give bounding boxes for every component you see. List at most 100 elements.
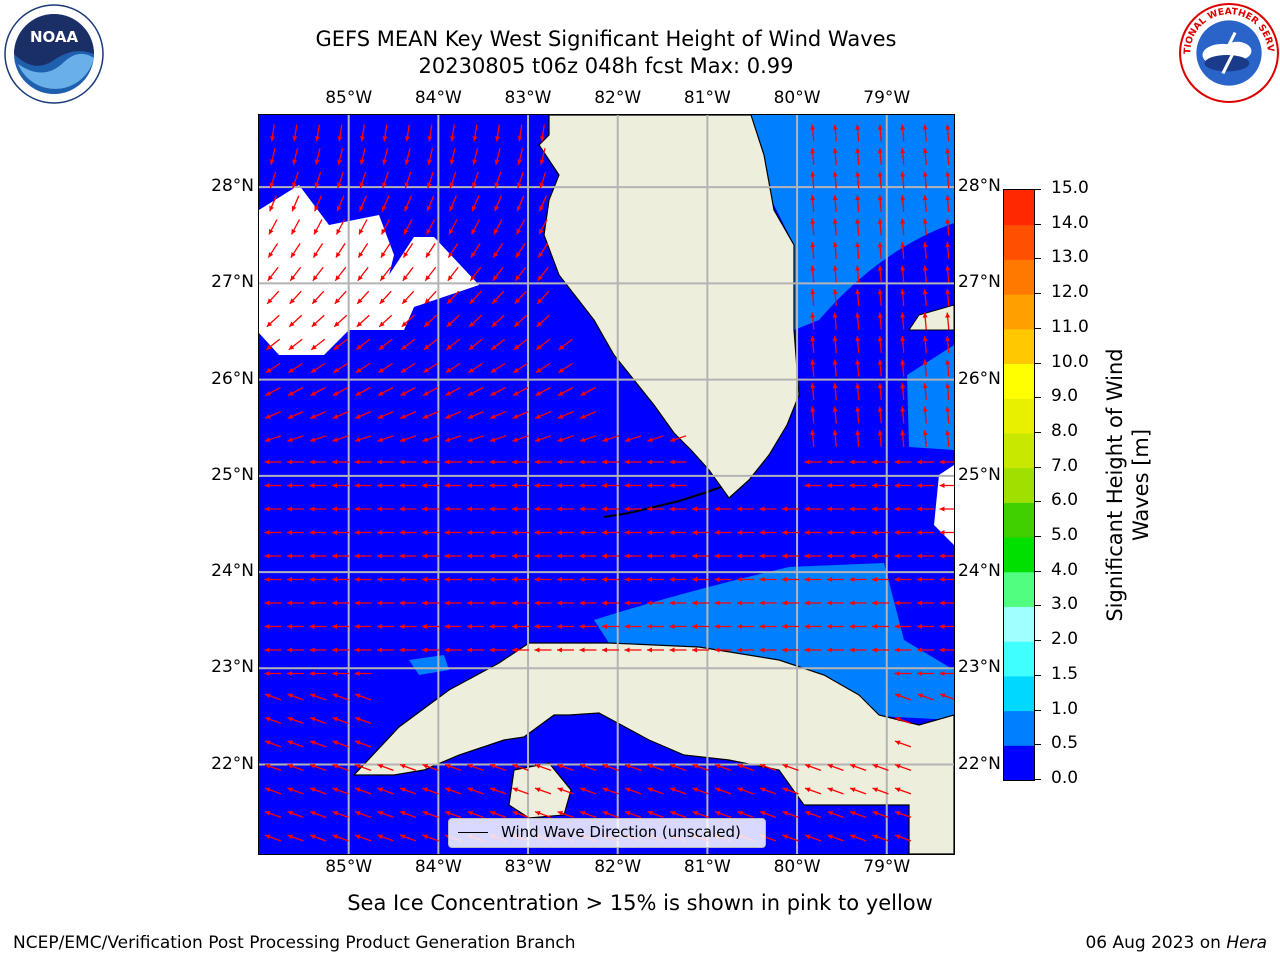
wave-direction-arrow (945, 359, 951, 377)
wave-direction-arrow (537, 266, 549, 282)
wave-direction-arrow (512, 624, 529, 629)
wave-direction-arrow (945, 312, 951, 330)
wave-direction-arrow (534, 787, 552, 795)
wave-direction-arrow (512, 483, 529, 488)
wave-direction-arrow (489, 600, 507, 606)
wave-direction-arrow (692, 577, 709, 582)
wave-direction-arrow (422, 787, 439, 795)
lat-tick-label-left: 22°N (211, 753, 254, 774)
lon-tick-label-top: 81°W (683, 88, 731, 108)
wave-direction-arrow (399, 647, 417, 653)
wave-direction-arrow (557, 577, 574, 582)
wave-direction-arrow (855, 241, 861, 260)
colorbar-band (1004, 398, 1034, 434)
wave-direction-arrow (624, 530, 642, 535)
wave-direction-arrow (535, 338, 551, 351)
wave-direction-arrow (314, 171, 322, 189)
wave-direction-arrow (288, 338, 303, 351)
wave-direction-arrow (425, 219, 436, 235)
colorbar-tick-label: 0.5 (1051, 733, 1079, 754)
wave-direction-arrow (737, 553, 754, 559)
wave-direction-arrow (877, 429, 883, 448)
wave-direction-arrow (877, 312, 883, 330)
wave-direction-arrow (512, 530, 529, 535)
wave-direction-arrow (624, 787, 642, 795)
wave-direction-arrow (332, 624, 349, 629)
colorbar-band (1004, 328, 1034, 365)
wave-direction-arrow (810, 241, 816, 260)
wave-direction-arrow (399, 577, 417, 582)
wave-direction-arrow (467, 386, 484, 397)
colorbar-tick-label: 13.0 (1051, 247, 1089, 268)
wave-direction-arrow (489, 459, 507, 465)
wave-direction-arrow (467, 530, 484, 535)
wave-direction-arrow (877, 194, 883, 213)
wave-direction-arrow (354, 600, 372, 606)
wave-direction-arrow (356, 290, 370, 305)
wave-direction-arrow (512, 553, 529, 559)
wave-direction-arrow (894, 530, 912, 535)
wave-direction-arrow (534, 647, 552, 653)
wave-direction-arrow (515, 219, 526, 235)
wave-direction-arrow (314, 124, 320, 142)
wave-direction-arrow (287, 763, 304, 772)
wave-direction-arrow (489, 647, 507, 653)
wave-direction-arrow (334, 266, 347, 282)
wave-direction-arrow (469, 266, 482, 282)
wave-direction-arrow (287, 577, 304, 582)
wave-direction-arrow (422, 483, 439, 488)
wave-direction-arrow (714, 530, 732, 535)
wave-direction-arrow (624, 810, 642, 819)
noaa-logo-text: NOAA (30, 28, 79, 46)
wave-direction-arrow (737, 530, 754, 535)
wave-direction-arrow (379, 266, 392, 282)
wave-direction-arrow (579, 600, 597, 606)
wave-direction-arrow (804, 763, 822, 772)
wave-direction-arrow (922, 218, 928, 236)
wave-direction-arrow (602, 506, 619, 512)
wave-direction-arrow (714, 506, 732, 512)
wave-direction-arrow (309, 553, 327, 559)
wave-direction-arrow (714, 810, 732, 819)
wave-direction-arrow (444, 810, 462, 819)
wave-direction-arrow (492, 266, 504, 282)
wave-direction-arrow (354, 693, 372, 701)
wave-direction-arrow (900, 218, 906, 236)
wave-direction-arrow (467, 506, 484, 512)
wave-direction-arrow (945, 124, 951, 142)
wave-direction-arrow (804, 506, 822, 512)
wave-direction-arrow (264, 716, 282, 725)
wave-direction-arrow (309, 577, 327, 582)
wave-direction-arrow (404, 148, 411, 165)
wave-direction-arrow (855, 335, 861, 354)
wave-direction-arrow (714, 577, 732, 582)
wave-direction-arrow (714, 624, 732, 629)
wave-direction-arrow (291, 195, 300, 212)
wave-direction-arrow (334, 290, 347, 305)
wave-direction-arrow (602, 647, 619, 653)
wave-direction-arrow (287, 506, 304, 512)
wave-direction-arrow (377, 600, 394, 606)
wave-direction-arrow (332, 530, 349, 535)
colorbar-band (1004, 190, 1034, 226)
wave-direction-arrow (402, 243, 414, 258)
ocean-band-0-5-northeast (751, 115, 954, 330)
wave-direction-arrow (579, 530, 597, 535)
wave-direction-arrow (810, 265, 816, 283)
wave-direction-arrow (782, 834, 799, 842)
wave-direction-arrow (900, 124, 906, 142)
wave-direction-arrow (512, 647, 529, 653)
wave-direction-arrow (804, 459, 822, 465)
wave-direction-arrow (810, 171, 816, 189)
wave-direction-arrow (269, 171, 277, 189)
wave-direction-arrow (265, 386, 281, 397)
wave-direction-arrow (467, 647, 484, 653)
wave-direction-arrow (782, 600, 799, 606)
wave-direction-arrow (602, 600, 619, 606)
wave-direction-arrow (290, 243, 301, 258)
wave-direction-arrow (537, 243, 549, 258)
wave-direction-arrow (557, 624, 574, 629)
wave-direction-arrow (534, 483, 552, 488)
wave-direction-arrow (894, 834, 912, 842)
wave-direction-arrow (939, 577, 954, 582)
